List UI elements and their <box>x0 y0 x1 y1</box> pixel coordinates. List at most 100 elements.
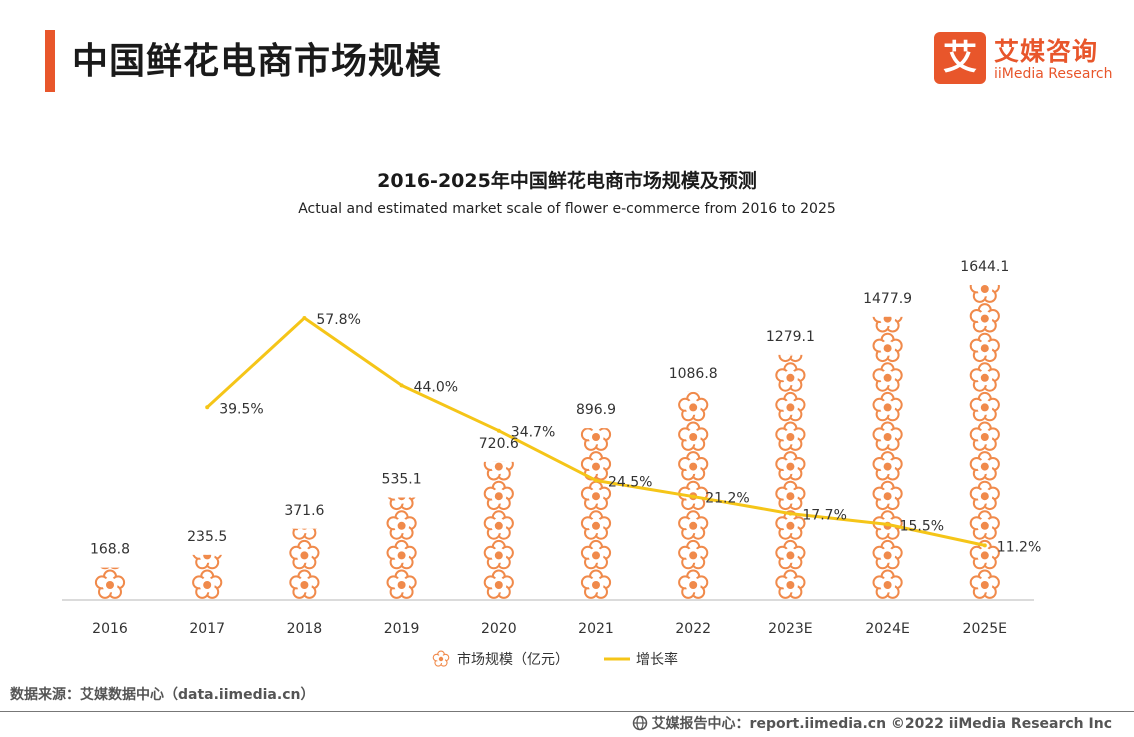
title-accent-bar <box>45 30 55 92</box>
growth-value-label: 15.5% <box>900 518 944 534</box>
bar-value-label: 168.8 <box>90 542 130 558</box>
growth-point <box>496 428 501 433</box>
flower-icon <box>872 362 903 392</box>
growth-point <box>788 511 793 516</box>
flower-icon <box>969 303 1000 333</box>
growth-value-label: 21.2% <box>705 491 749 507</box>
growth-value-label: 57.8% <box>316 312 360 328</box>
x-tick-label: 2019 <box>384 621 420 637</box>
x-tick-label: 2023E <box>768 621 812 637</box>
x-tick-label: 2021 <box>578 621 614 637</box>
flower-icon <box>192 554 223 570</box>
legend-bar-label: 市场规模（亿元） <box>457 651 569 668</box>
flower-icon <box>678 391 709 422</box>
flower-icon <box>678 539 709 570</box>
flower-icon <box>969 391 1000 422</box>
bar-value-label: 720.6 <box>479 436 519 452</box>
footer-copyright: 艾媒报告中心：report.iimedia.cn ©2022 iiMedia R… <box>632 713 1112 733</box>
globe-icon <box>632 715 647 731</box>
flower-icon <box>872 332 903 363</box>
x-tick-label: 2020 <box>481 621 517 637</box>
logo-mark: 艾 <box>934 32 986 84</box>
bar-value-label: 1086.8 <box>669 366 718 382</box>
flower-icon <box>969 569 1000 599</box>
legend-line-label: 增长率 <box>636 651 678 668</box>
growth-value-label: 17.7% <box>802 508 846 524</box>
flower-icon <box>872 569 903 599</box>
flower-icon <box>775 569 806 599</box>
flower-icon <box>872 421 903 451</box>
flower-icon <box>872 539 903 570</box>
bar <box>386 497 417 599</box>
flower-icon <box>580 428 612 451</box>
bar <box>289 528 320 599</box>
bar <box>775 354 806 599</box>
logo-en-text: iiMedia Research <box>994 66 1113 82</box>
flower-icon <box>775 421 806 451</box>
flower-icon <box>678 451 709 481</box>
growth-value-label: 39.5% <box>219 401 263 417</box>
x-tick-label: 2018 <box>287 621 323 637</box>
flower-icon <box>969 451 1000 481</box>
growth-point <box>205 405 210 410</box>
flower-icon <box>969 421 1000 451</box>
bar-value-label: 1279.1 <box>766 329 815 345</box>
flower-icon <box>483 539 514 570</box>
flower-icon <box>192 569 223 599</box>
chart-subtitle: Actual and estimated market scale of flo… <box>298 201 836 217</box>
x-tick-label: 2025E <box>963 621 1007 637</box>
flower-icon <box>969 285 1000 303</box>
flower-icon <box>483 461 514 481</box>
flower-icon <box>775 362 806 392</box>
bar <box>872 316 903 599</box>
legend: 市场规模（亿元） 增长率 <box>432 650 678 668</box>
growth-point <box>691 494 696 499</box>
flower-icon <box>483 510 514 540</box>
flower-icon <box>386 539 417 570</box>
flower-icon <box>678 569 709 599</box>
flower-icon <box>775 451 806 481</box>
bar-value-label: 371.6 <box>284 503 324 519</box>
bar <box>580 428 612 599</box>
bar-value-label: 535.1 <box>382 471 422 487</box>
bar <box>678 391 709 599</box>
iimedia-logo[interactable]: 艾 艾媒咨询 iiMedia Research <box>934 32 1114 86</box>
flower-icon <box>872 316 903 333</box>
x-tick-label: 2017 <box>189 621 225 637</box>
growth-line-layer <box>205 316 987 548</box>
flower-icon <box>678 421 709 451</box>
bar <box>192 554 223 599</box>
growth-point <box>885 522 890 527</box>
flower-icon <box>872 480 903 511</box>
flower-icon <box>969 510 1000 540</box>
growth-value-label: 34.7% <box>511 425 555 441</box>
logo-cn-text: 艾媒咨询 <box>994 37 1099 66</box>
footer-text: 艾媒报告中心：report.iimedia.cn ©2022 iiMedia R… <box>651 716 1112 732</box>
flower-icon <box>483 480 514 511</box>
flower-icon <box>872 391 903 422</box>
flower-icon <box>969 362 1000 392</box>
flower-icon <box>386 510 417 540</box>
flower-icon <box>580 569 612 599</box>
bar-value-label: 1644.1 <box>960 259 1009 275</box>
labels-layer: 2016 2017 2018 2019 2020 2021 2022 2023E 2024E 20… <box>90 259 1041 637</box>
flower-icon <box>289 539 320 570</box>
footer-divider <box>0 711 1134 712</box>
bar-value-label: 235.5 <box>187 529 227 545</box>
growth-point <box>302 316 307 320</box>
bar-value-label: 1477.9 <box>863 291 912 307</box>
flower-icon <box>580 510 612 540</box>
growth-value-label: 24.5% <box>608 474 652 490</box>
page-title: 中国鲜花电商市场规模 <box>72 41 443 82</box>
flower-icon <box>580 539 612 570</box>
flower-icon <box>969 332 1000 363</box>
bar-value-label: 896.9 <box>576 402 616 418</box>
flower-icon <box>775 539 806 570</box>
flower-icon <box>678 510 709 540</box>
flower-icon <box>94 569 126 599</box>
growth-value-label: 11.2% <box>997 539 1041 555</box>
chart-title: 2016-2025年中国鲜花电商市场规模及预测 <box>377 170 757 192</box>
x-tick-label: 2022 <box>675 621 711 637</box>
growth-point <box>399 383 404 388</box>
